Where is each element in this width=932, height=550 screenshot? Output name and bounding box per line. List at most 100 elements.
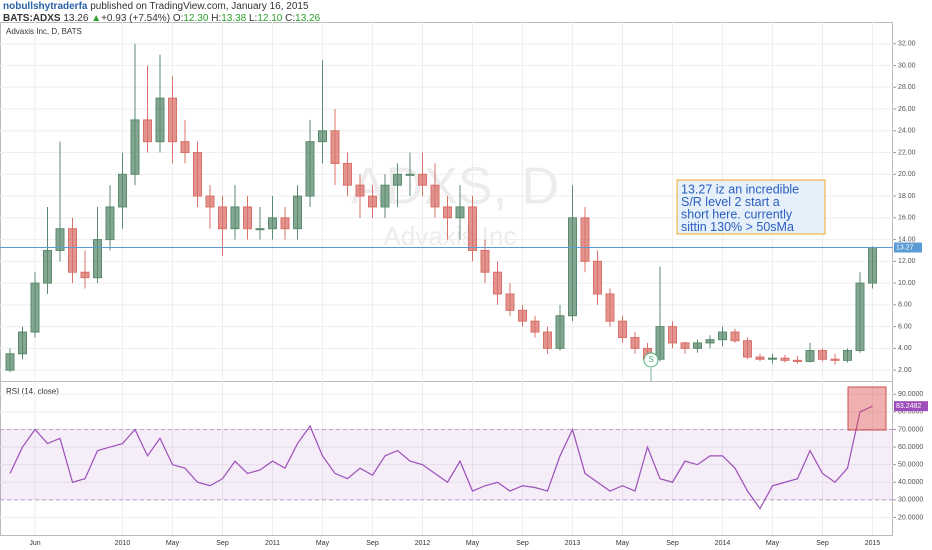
y-tick-label: 8.00: [898, 302, 912, 309]
y-tick-label: 28.00: [898, 84, 916, 91]
highlight-box: [847, 386, 887, 431]
quote-line: BATS:ADXS 13.26 ▲+0.93 (+7.54%) O:12.30 …: [3, 13, 320, 25]
candle-body: [668, 326, 677, 344]
candle-body: [218, 206, 227, 230]
y-tick-label: 6.00: [898, 323, 912, 330]
candle-body: [230, 206, 240, 230]
candle-body: [105, 206, 115, 241]
candle-body: [505, 293, 515, 311]
candle-body: [30, 282, 40, 333]
publish-line: nobullshytraderfa published on TradingVi…: [3, 1, 320, 13]
c-label: C:: [285, 13, 296, 24]
y-tick-label: 10.00: [898, 280, 916, 287]
x-tick-label: 2011: [265, 540, 280, 547]
candle-body: [593, 260, 602, 295]
y-tick-label: 60.0000: [898, 444, 923, 451]
rsi-band: [0, 429, 893, 500]
y-tick-label: 12.00: [898, 258, 916, 265]
candle-body: [80, 271, 90, 279]
x-tick-label: May: [166, 540, 180, 547]
x-tick-label: May: [766, 540, 780, 547]
candle-body: [355, 184, 365, 197]
x-tick-label: 2012: [415, 540, 431, 547]
candle-body: [305, 141, 315, 197]
candle-body: [143, 119, 152, 143]
last-value-bg: [894, 401, 928, 412]
candle-body: [680, 342, 690, 349]
y-tick-label: 40.0000: [898, 479, 923, 486]
change: +0.93 (+7.54%): [101, 13, 171, 24]
x-tick-label: 2014: [715, 540, 731, 547]
annotation-line: S/R level 2 start a: [681, 195, 780, 209]
candle-body: [93, 239, 102, 279]
candle-body: [280, 217, 290, 230]
x-tick-label: Sep: [816, 540, 829, 547]
x-tick-label: May: [466, 540, 480, 547]
y-tick-label: 24.00: [898, 128, 916, 135]
y-tick-label: 30.0000: [898, 497, 923, 504]
candle-body: [118, 173, 127, 208]
hline-label-bg: [894, 242, 922, 253]
annotation-line: short here. currently: [681, 207, 793, 221]
candle-body: [268, 217, 277, 230]
watermark-sub: Advaxis Inc: [384, 221, 517, 251]
annotation-line: 13.27 iz an incredible: [681, 182, 799, 196]
candle-body: [780, 357, 790, 361]
candle-body: [818, 350, 827, 360]
y-tick-label: 90.0000: [898, 391, 923, 398]
candle-body: [743, 340, 752, 358]
candle-body: [555, 315, 565, 349]
x-tick-label: Sep: [216, 540, 229, 547]
x-tick-label: Sep: [366, 540, 379, 547]
candle-body: [705, 339, 715, 344]
candle-body: [368, 195, 377, 208]
y-tick-label: 20.0000: [898, 514, 923, 521]
arrow: ▲: [91, 13, 102, 24]
candle-body: [130, 119, 140, 175]
o-label: O:: [172, 13, 184, 24]
x-tick-label: 2010: [115, 540, 131, 547]
candle-body: [430, 184, 440, 208]
candle-body: [380, 184, 390, 208]
open: 12.30: [183, 13, 209, 24]
x-tick-label: 2015: [865, 540, 881, 547]
candle-body: [518, 309, 527, 322]
candle-body: [530, 320, 540, 333]
candle-body: [480, 249, 490, 273]
rsi-line: [9, 405, 873, 510]
candle-body: [693, 342, 702, 349]
y-tick-label: 32.00: [898, 41, 916, 48]
y-tick-label: 26.00: [898, 106, 916, 113]
symbol: BATS:ADXS: [3, 13, 61, 24]
candle-body: [193, 152, 202, 197]
candle-body: [18, 331, 27, 355]
y-tick-label: 20.00: [898, 171, 916, 178]
published: published on TradingView.com, January 16…: [90, 1, 309, 12]
candle-body: [330, 130, 340, 164]
x-tick-label: May: [316, 540, 330, 547]
annotation-box: [676, 179, 826, 235]
candle-body: [155, 97, 165, 143]
x-tick-label: 2013: [565, 540, 581, 547]
rsi-title: RSI (14, close): [6, 387, 59, 396]
plot-frame: [0, 22, 893, 536]
candle-body: [768, 357, 777, 360]
y-tick-label: 22.00: [898, 149, 916, 156]
candle-body: [718, 331, 727, 341]
y-tick-label: 70.0000: [898, 426, 923, 433]
candle-body: [830, 358, 840, 361]
candle-body: [55, 228, 65, 251]
candle-body: [393, 173, 402, 186]
candle-body: [455, 206, 465, 219]
candle-body: [805, 350, 815, 362]
last-value-label: 83.2482: [896, 403, 921, 410]
candle-body: [180, 141, 190, 154]
split-marker: [643, 352, 659, 368]
candle-body: [543, 331, 552, 349]
candle-body: [630, 336, 640, 349]
annotation-line: sittin 130% > 50sMa: [681, 220, 794, 234]
low: 12.10: [257, 13, 283, 24]
candle-body: [293, 195, 302, 230]
y-tick-label: 4.00: [898, 345, 912, 352]
